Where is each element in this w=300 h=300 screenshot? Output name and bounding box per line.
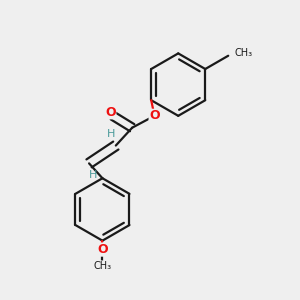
Text: H: H xyxy=(89,169,98,179)
Text: H: H xyxy=(107,129,116,140)
Text: O: O xyxy=(149,109,160,122)
Text: CH₃: CH₃ xyxy=(235,48,253,59)
Text: O: O xyxy=(97,243,108,256)
Text: O: O xyxy=(105,106,116,119)
Text: CH₃: CH₃ xyxy=(93,261,112,271)
